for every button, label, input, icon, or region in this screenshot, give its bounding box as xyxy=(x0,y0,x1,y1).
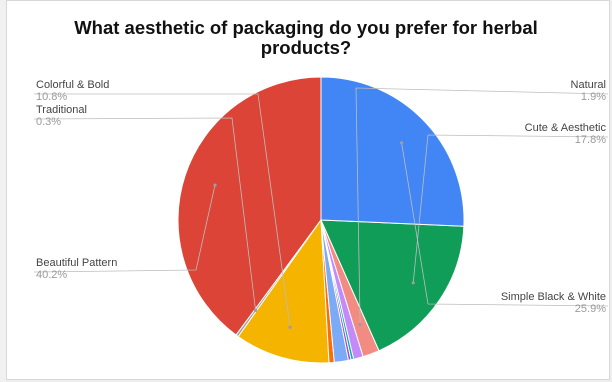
slice-percent-natural: 1.9% xyxy=(581,91,606,103)
slice-label-traditional: Traditional xyxy=(36,104,87,116)
slice-percent-colorful-and-bold: 10.8% xyxy=(36,91,67,103)
chart-title-line-1: What aesthetic of packaging do you prefe… xyxy=(74,17,538,38)
chart-title: What aesthetic of packaging do you prefe… xyxy=(0,18,612,58)
window-edge xyxy=(0,0,6,382)
chart-title-line-2: products? xyxy=(260,37,352,58)
slice-label-simple-black-and-white: Simple Black & White xyxy=(501,291,606,303)
leader-dot-simple-black-and-white xyxy=(400,141,404,145)
slice-label-beautiful-pattern: Beautiful Pattern xyxy=(36,257,117,269)
leader-dot-natural xyxy=(358,322,362,327)
slice-percent-cute-and-aesthetic: 17.8% xyxy=(575,134,606,146)
leader-line-natural xyxy=(355,87,609,325)
pie-slice-colorful-and-bold xyxy=(237,218,330,364)
leader-dot-traditional xyxy=(254,308,258,312)
leader-line-colorful-and-bold xyxy=(34,93,291,328)
pie-slice-beautiful-pattern xyxy=(177,76,322,336)
pie-slice-cute-and-aesthetic xyxy=(320,219,465,352)
pie-slice-simple-black-and-white xyxy=(320,76,465,227)
slice-label-colorful-and-bold: Colorful & Bold xyxy=(36,79,109,91)
leader-line-beautiful-pattern xyxy=(33,185,216,273)
leader-dot-colorful-and-bold xyxy=(288,325,292,329)
leader-line-cute-and-aesthetic xyxy=(412,134,609,283)
slice-percent-simple-black-and-white: 25.9% xyxy=(575,303,606,315)
slice-label-cute-and-aesthetic: Cute & Aesthetic xyxy=(525,122,607,134)
leader-dot-cute-and-aesthetic xyxy=(411,281,415,285)
leader-line-traditional xyxy=(33,117,256,311)
leader-dot-beautiful-pattern xyxy=(213,183,217,187)
slice-percent-beautiful-pattern: 40.2% xyxy=(36,269,67,281)
slice-percent-traditional: 0.3% xyxy=(36,116,61,128)
slice-label-natural: Natural xyxy=(571,79,606,91)
leader-line-simple-black-and-white xyxy=(401,142,609,307)
